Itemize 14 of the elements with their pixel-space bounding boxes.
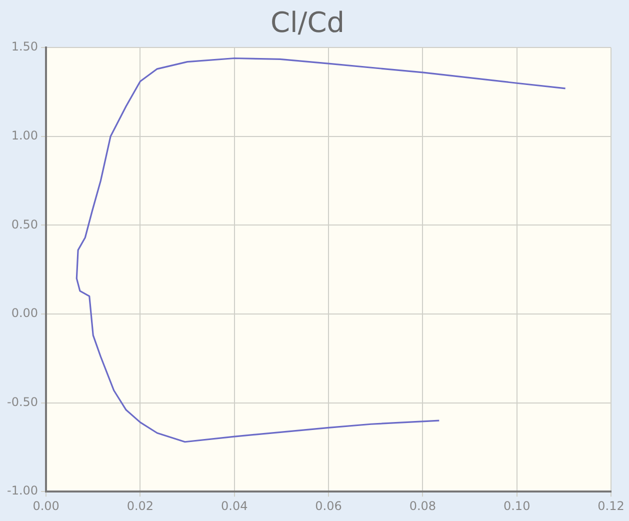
x-tick-label: 0.06 — [315, 498, 342, 513]
y-tick-label: 1.50 — [11, 40, 38, 54]
y-tick-label: 0.00 — [11, 306, 38, 320]
x-tick-label: 0.02 — [126, 498, 154, 513]
y-tick-label: -1.00 — [6, 484, 38, 498]
x-tick-label: 0.12 — [598, 498, 624, 513]
x-tick-label: 0.10 — [503, 498, 530, 513]
x-tick-label: 0.04 — [221, 498, 248, 513]
y-tick-label: -0.50 — [6, 394, 38, 409]
x-tick-label: 0.00 — [32, 498, 60, 513]
chart-title: Cl/Cd — [270, 6, 345, 40]
y-tick-label: 1.00 — [11, 128, 38, 143]
y-tick-label: 0.50 — [11, 217, 38, 232]
x-tick-label: 0.08 — [409, 498, 436, 513]
